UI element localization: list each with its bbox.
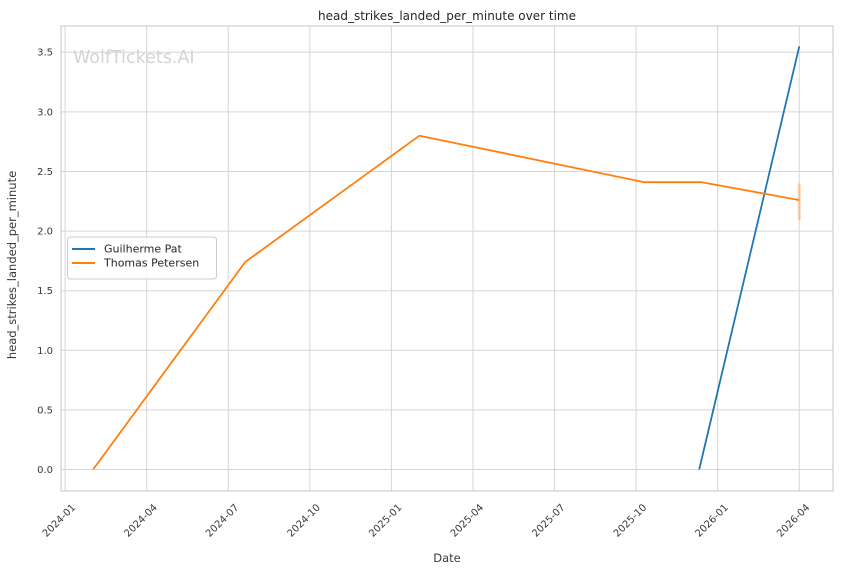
x-tick-label: 2025-10 <box>612 502 649 539</box>
y-axis-label: head_strikes_landed_per_minute <box>5 171 19 359</box>
x-tick-label: 2025-01 <box>367 502 404 539</box>
series-line-guilherme-pat <box>698 46 801 470</box>
chart-title: head_strikes_landed_per_minute over time <box>318 9 576 23</box>
watermark: WolfTickets.AI <box>73 48 195 68</box>
x-tick-label: 2024-01 <box>41 502 78 539</box>
y-tick-label: 3.5 <box>37 48 53 59</box>
x-tick-label: 2024-10 <box>286 502 323 539</box>
x-tick-label: 2024-07 <box>204 502 241 539</box>
y-tick-label: 1.5 <box>37 286 53 297</box>
y-tick-label: 0.5 <box>37 405 53 416</box>
x-tick-label: 2024-04 <box>122 502 159 539</box>
y-tick-label: 3.0 <box>37 107 53 118</box>
legend-label-guilherme-pat: Guilherme Pat <box>104 243 183 256</box>
series-line-thomas-petersen <box>92 134 800 471</box>
x-tick-label: 2026-04 <box>775 502 812 539</box>
x-tick-label: 2026-01 <box>693 502 730 539</box>
x-tick-label: 2025-07 <box>530 502 567 539</box>
x-axis-label: Date <box>433 551 461 565</box>
plot-border <box>60 25 834 492</box>
grid-layer <box>61 26 833 491</box>
series-layer <box>92 46 801 471</box>
y-tick-label: 2.5 <box>37 167 53 178</box>
legend-label-thomas-petersen: Thomas Petersen <box>103 257 199 270</box>
x-tick-label: 2025-04 <box>449 502 486 539</box>
legend-box <box>67 236 217 280</box>
tick-layer: 2024-01 2024-04 2024-07 2024-10 2025-01 2025-… <box>37 48 812 540</box>
y-tick-label: 1.0 <box>37 346 53 357</box>
y-tick-label: 0.0 <box>37 465 53 476</box>
y-tick-label: 2.0 <box>37 227 53 238</box>
